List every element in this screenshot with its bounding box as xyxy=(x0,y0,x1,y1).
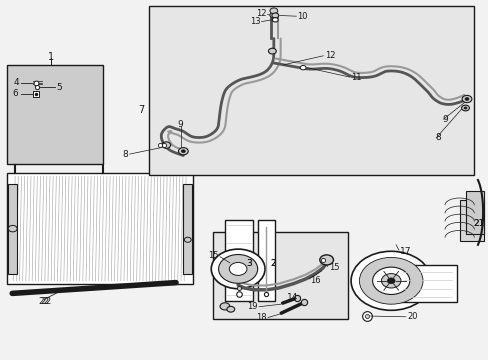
Circle shape xyxy=(372,267,409,294)
Text: 11: 11 xyxy=(350,73,361,82)
Bar xyxy=(465,191,483,234)
Text: 17: 17 xyxy=(399,247,411,256)
Circle shape xyxy=(181,150,185,153)
Text: 15: 15 xyxy=(328,263,338,272)
Text: 13: 13 xyxy=(249,17,260,26)
Circle shape xyxy=(184,237,191,242)
Text: 16: 16 xyxy=(310,276,321,284)
Text: 20: 20 xyxy=(407,312,417,321)
Bar xyxy=(257,220,274,301)
Text: 19: 19 xyxy=(247,302,257,311)
Circle shape xyxy=(8,225,17,232)
Circle shape xyxy=(359,257,422,304)
Text: 2: 2 xyxy=(269,259,275,268)
Circle shape xyxy=(162,142,170,148)
Bar xyxy=(213,232,347,319)
Circle shape xyxy=(461,105,468,111)
Circle shape xyxy=(464,98,468,100)
Circle shape xyxy=(350,251,430,310)
Circle shape xyxy=(220,303,229,310)
Text: 3: 3 xyxy=(246,259,252,268)
Circle shape xyxy=(211,249,264,289)
Text: 21: 21 xyxy=(472,219,483,228)
Text: 7: 7 xyxy=(138,105,144,115)
Text: 15: 15 xyxy=(208,251,218,260)
Circle shape xyxy=(272,18,278,22)
Circle shape xyxy=(269,12,277,18)
Text: 5: 5 xyxy=(56,83,62,92)
Bar xyxy=(183,184,192,274)
Text: 2: 2 xyxy=(269,259,275,268)
Text: 14: 14 xyxy=(286,292,298,302)
Text: 9: 9 xyxy=(442,114,447,124)
Text: 4: 4 xyxy=(14,78,20,87)
Text: 1: 1 xyxy=(48,51,54,62)
Circle shape xyxy=(178,148,188,155)
Bar xyxy=(8,184,17,274)
Text: 10: 10 xyxy=(297,12,307,21)
Text: 3: 3 xyxy=(246,259,252,268)
Text: 22: 22 xyxy=(41,297,52,306)
Circle shape xyxy=(271,13,278,18)
Text: 22: 22 xyxy=(38,297,50,306)
Bar xyxy=(149,6,473,175)
Text: 18: 18 xyxy=(255,313,266,322)
Circle shape xyxy=(218,255,257,283)
Bar xyxy=(7,173,193,284)
Text: 21: 21 xyxy=(472,219,483,228)
Text: 9: 9 xyxy=(177,120,183,129)
Circle shape xyxy=(386,278,394,284)
Circle shape xyxy=(229,262,246,275)
Circle shape xyxy=(268,48,276,54)
Text: 8: 8 xyxy=(122,150,128,159)
Circle shape xyxy=(463,107,466,109)
Text: 12: 12 xyxy=(324,51,334,60)
Bar xyxy=(7,65,102,164)
Bar xyxy=(224,220,253,301)
Text: 12: 12 xyxy=(256,9,266,18)
Circle shape xyxy=(381,274,400,288)
Bar xyxy=(459,200,483,241)
Circle shape xyxy=(461,95,471,103)
Circle shape xyxy=(226,306,234,312)
Circle shape xyxy=(319,255,333,265)
Bar xyxy=(400,265,456,302)
Circle shape xyxy=(269,8,277,14)
Text: 6: 6 xyxy=(13,89,19,98)
Text: 8: 8 xyxy=(434,134,440,143)
Circle shape xyxy=(300,66,305,70)
